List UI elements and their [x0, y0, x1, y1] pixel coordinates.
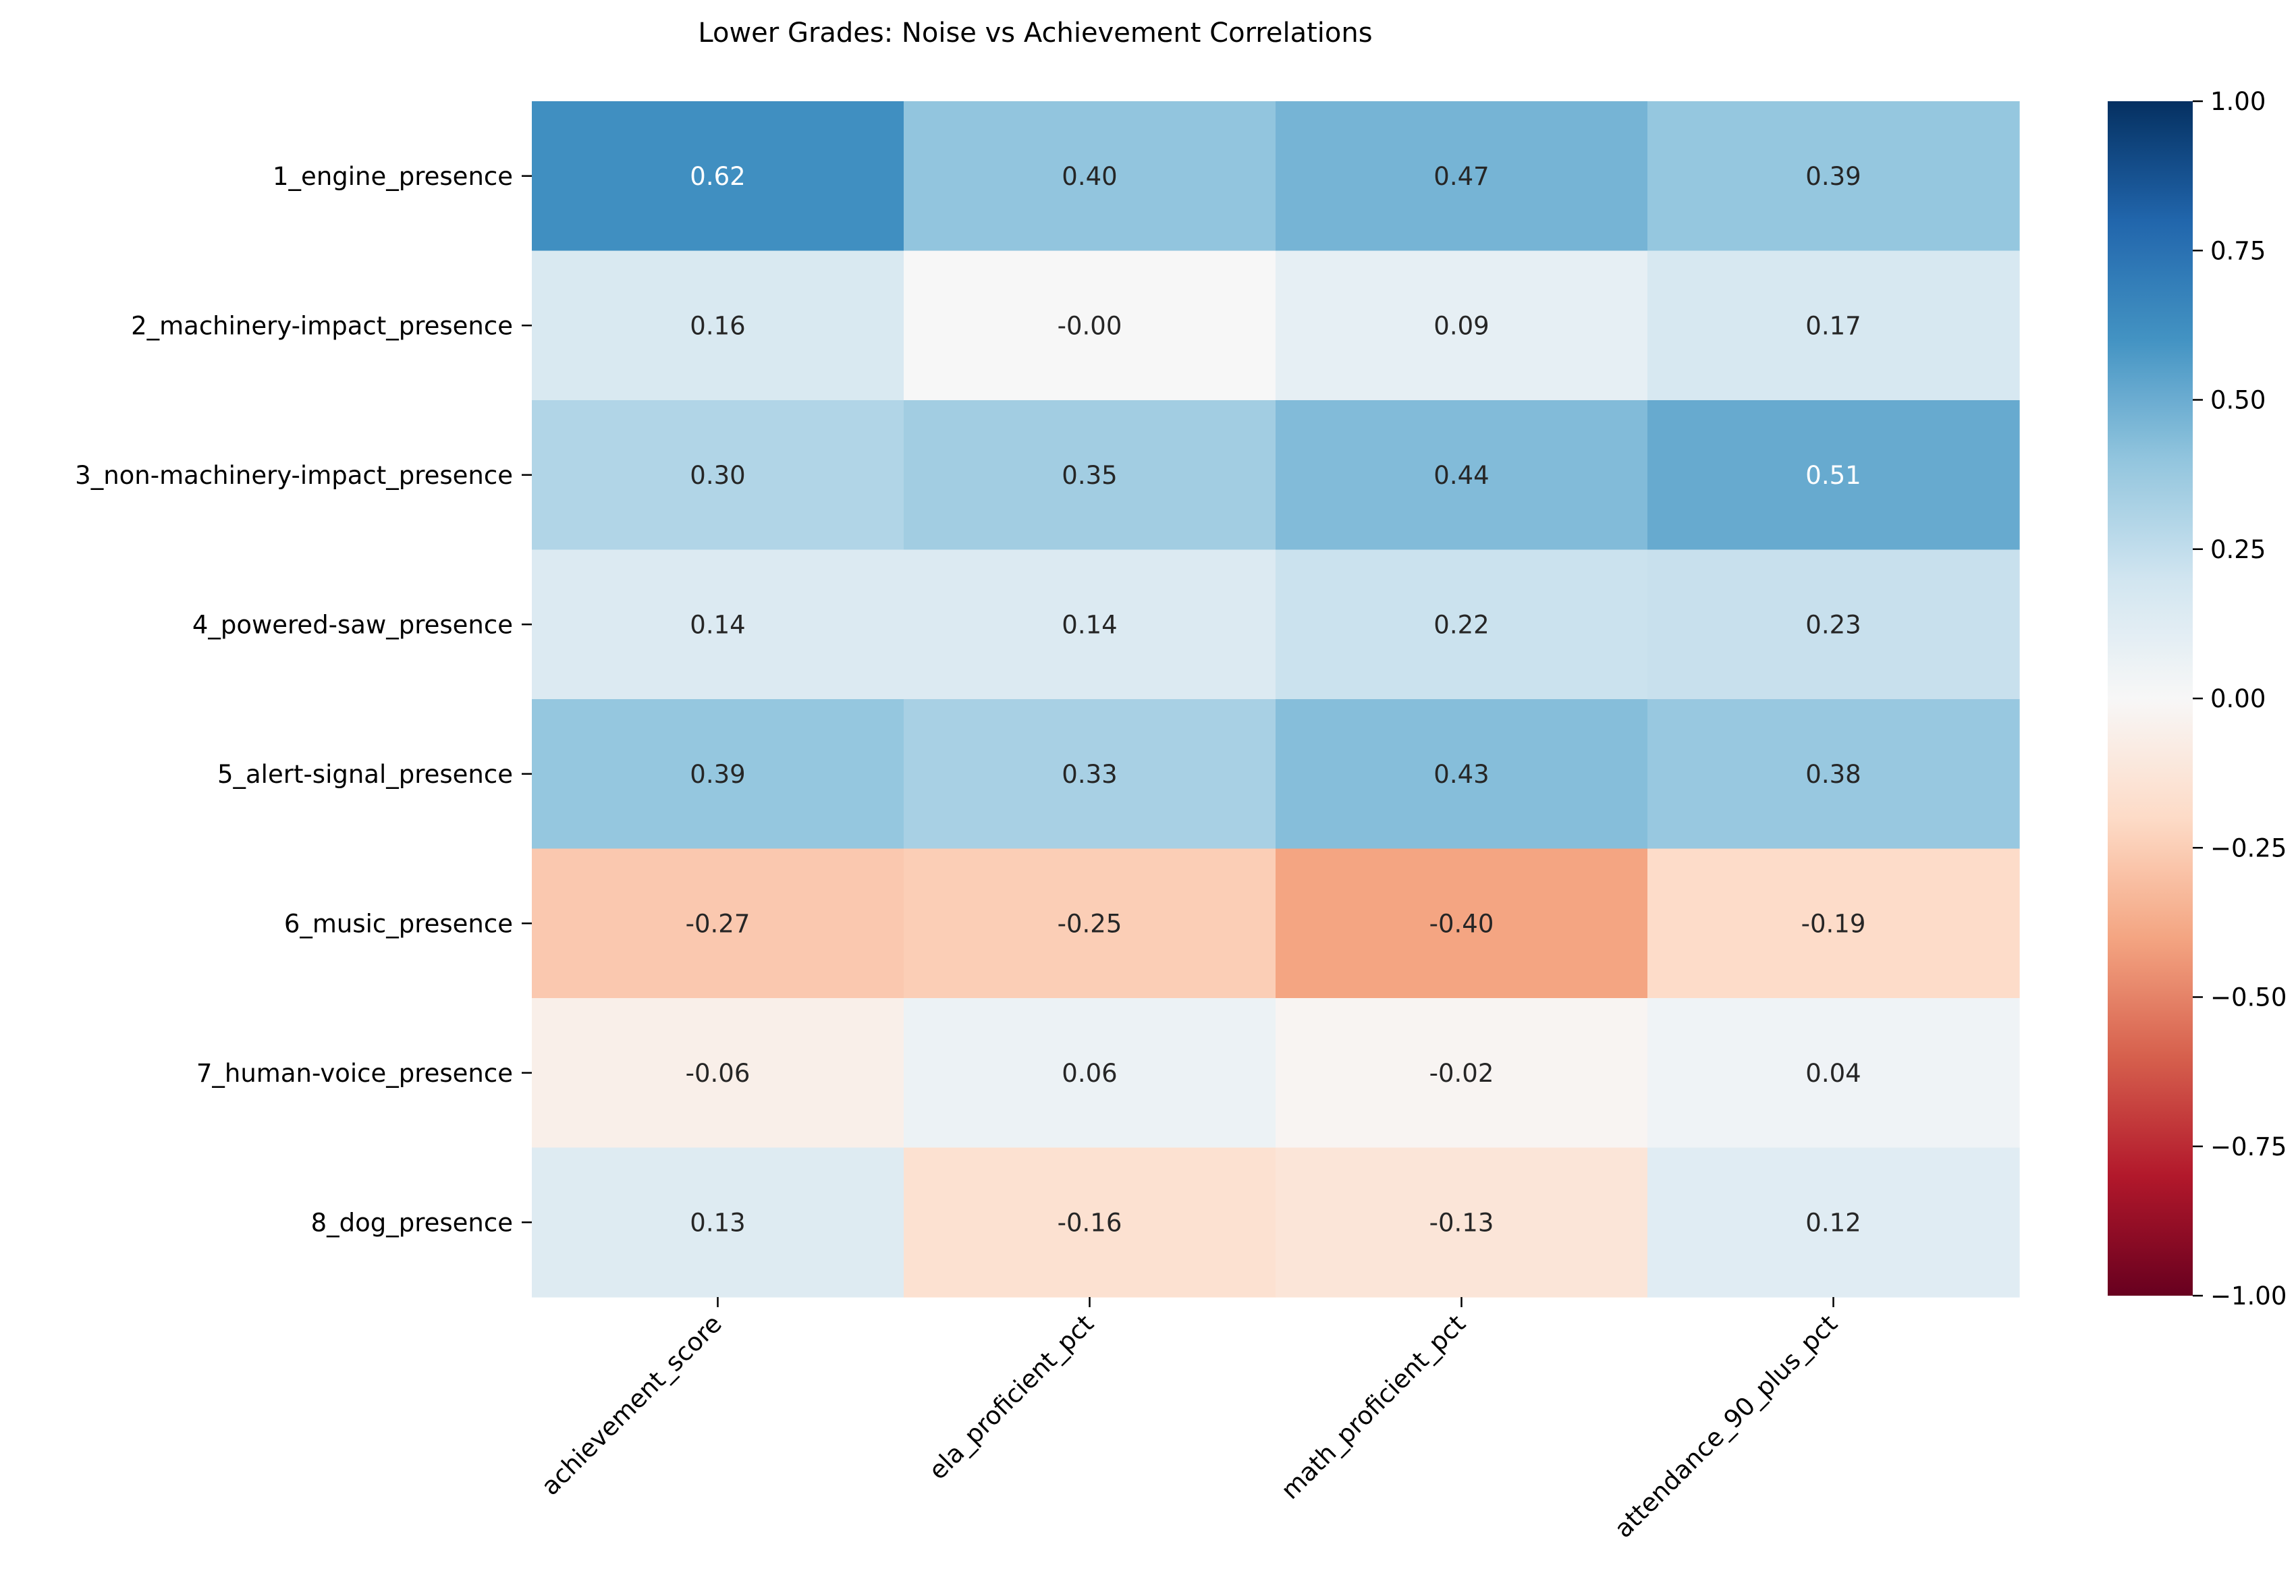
heatmap-cells: [532, 101, 2020, 1298]
colorbar-tick-label: −0.50: [2210, 983, 2287, 1012]
cell-value-label: -0.16: [1058, 1208, 1122, 1237]
cell-value-label: 0.14: [1062, 610, 1117, 639]
heatmap-cell: [532, 549, 904, 700]
colorbar-tick-label: 1.00: [2210, 87, 2266, 116]
heatmap-cell: [532, 101, 904, 252]
cell-value-label: 0.17: [1805, 311, 1861, 340]
heatmap-cell: [1647, 699, 2020, 850]
cell-value-label: 0.35: [1062, 461, 1117, 490]
heatmap-cell: [532, 699, 904, 850]
heatmap-cell: [904, 101, 1276, 252]
row-label: 6_music_presence: [284, 909, 513, 938]
heatmap-cell: [532, 250, 904, 401]
row-label: 3_non-machinery-impact_presence: [75, 461, 513, 490]
cell-value-label: 0.22: [1433, 610, 1489, 639]
heatmap-cell: [1647, 998, 2020, 1149]
row-label: 7_human-voice_presence: [196, 1059, 513, 1088]
heatmap-cell: [904, 400, 1276, 551]
colorbar-tick-label: −0.75: [2210, 1132, 2287, 1161]
heatmap-cell: [1647, 1147, 2020, 1298]
heatmap-cell: [1276, 848, 1648, 999]
cell-value-label: 0.09: [1433, 311, 1489, 340]
cell-value-label: 0.12: [1805, 1208, 1861, 1237]
heatmap-cell: [532, 998, 904, 1149]
row-label: 8_dog_presence: [311, 1208, 513, 1237]
heatmap-cell: [904, 699, 1276, 850]
cell-value-label: 0.43: [1433, 760, 1489, 789]
cell-value-label: 0.44: [1433, 461, 1489, 490]
cell-value-label: 0.38: [1805, 760, 1861, 789]
heatmap-cell: [1647, 848, 2020, 999]
colorbar-tick-label: −0.25: [2210, 833, 2287, 862]
heatmap-cell: [1276, 101, 1648, 252]
cell-value-label: 0.04: [1805, 1059, 1861, 1088]
cell-value-label: 0.13: [690, 1208, 745, 1237]
cell-value-label: -0.00: [1058, 311, 1122, 340]
row-label: 1_engine_presence: [273, 162, 513, 191]
cell-value-label: -0.27: [686, 909, 750, 938]
heatmap-cell: [1276, 1147, 1648, 1298]
heatmap-cell: [904, 549, 1276, 700]
heatmap-cell: [1647, 549, 2020, 700]
heatmap-cell: [1276, 699, 1648, 850]
heatmap-cell-labels: 0.62 0.40 0.47 0.39 0.16 -0.00 0.09 0.17 0.30 0.3…: [686, 162, 1866, 1238]
row-label: 2_machinery-impact_presence: [131, 311, 513, 340]
colorbar-gradient: [2108, 101, 2193, 1296]
heatmap-cell: [1276, 549, 1648, 700]
heatmap-cell: [1647, 250, 2020, 401]
cell-value-label: 0.06: [1062, 1059, 1117, 1088]
heatmap-cell: [1276, 250, 1648, 401]
cell-value-label: -0.19: [1801, 909, 1866, 938]
heatmap-cell: [904, 250, 1276, 401]
heatmap-cell: [1276, 400, 1648, 551]
cell-value-label: -0.25: [1058, 909, 1122, 938]
row-label: 5_alert-signal_presence: [217, 760, 513, 789]
cell-value-label: 0.30: [690, 461, 745, 490]
colorbar-tick-label: 0.25: [2210, 535, 2266, 564]
cell-value-label: 0.51: [1805, 461, 1861, 490]
cell-value-label: 0.47: [1433, 162, 1489, 191]
cell-value-label: -0.02: [1429, 1059, 1494, 1088]
cell-value-label: -0.06: [686, 1059, 750, 1088]
cell-value-label: 0.62: [690, 162, 745, 191]
heatmap-cell: [532, 848, 904, 999]
cell-value-label: 0.39: [1805, 162, 1861, 191]
heatmap-cell: [904, 1147, 1276, 1298]
chart-title: Lower Grades: Noise vs Achievement Corre…: [698, 18, 1372, 49]
row-label: 4_powered-saw_presence: [192, 610, 513, 639]
heatmap-cell: [904, 998, 1276, 1149]
cell-value-label: 0.14: [690, 610, 745, 639]
cell-value-label: -0.13: [1429, 1208, 1494, 1237]
heatmap-cell: [1647, 101, 2020, 252]
cell-value-label: -0.40: [1429, 909, 1494, 938]
heatmap-cell: [532, 400, 904, 551]
cell-value-label: 0.33: [1062, 760, 1117, 789]
colorbar-tick-label: 0.75: [2210, 236, 2266, 265]
colorbar-tick-label: 0.50: [2210, 386, 2266, 415]
colorbar: 1.00 0.75 0.50 0.25 0.00 −0.25 −0.50 −0.75 −1.00: [2108, 87, 2287, 1311]
cell-value-label: 0.39: [690, 760, 745, 789]
heatmap-cell: [1276, 998, 1648, 1149]
cell-value-label: 0.16: [690, 311, 745, 340]
row-labels: 1_engine_presence 2_machinery-impact_pres…: [75, 162, 532, 1237]
heatmap-cell: [1647, 400, 2020, 551]
heatmap-cell: [532, 1147, 904, 1298]
heatmap-cell: [904, 848, 1276, 999]
colorbar-tick-label: −1.00: [2210, 1282, 2287, 1311]
cell-value-label: 0.23: [1805, 610, 1861, 639]
colorbar-tick-label: 0.00: [2210, 684, 2266, 713]
cell-value-label: 0.40: [1062, 162, 1117, 191]
